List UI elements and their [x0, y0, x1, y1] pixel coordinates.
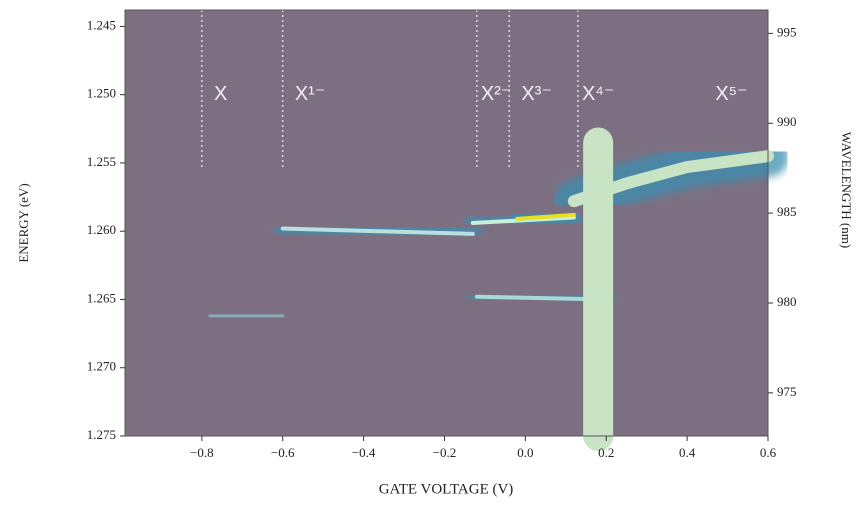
plot-background: [125, 10, 768, 436]
y2-axis-label: WAVELENGTH (nm): [839, 132, 854, 248]
y2-tick-label: 985: [777, 204, 797, 219]
x-tick-label: 0.4: [679, 445, 696, 460]
y2-tick-label: 990: [777, 114, 797, 129]
plot-frame: [124, 9, 769, 437]
x-tick-label: 0.2: [598, 445, 614, 460]
x-tick-label: −0.4: [352, 445, 376, 460]
y2-tick-label: 995: [777, 24, 797, 39]
y2-tick-label: 980: [777, 294, 797, 309]
trace: [280, 226, 475, 236]
x-tick-label: −0.6: [271, 445, 295, 460]
y-tick-label: 1.245: [87, 17, 116, 32]
trace: [515, 212, 576, 221]
x-tick-label: 0.0: [517, 445, 533, 460]
y-tick-label: 1.270: [87, 359, 116, 374]
y-tick-label: 1.255: [87, 154, 116, 169]
y-tick-label: 1.265: [87, 290, 116, 305]
y-axis-label: ENERGY (eV): [16, 183, 31, 262]
trace: [567, 150, 774, 208]
marker-label: X: [214, 83, 227, 105]
x-tick-label: −0.2: [433, 445, 457, 460]
y-tick-label: 1.275: [87, 427, 116, 442]
y-tick-label: 1.250: [87, 86, 116, 101]
y-tick-label: 1.260: [87, 222, 116, 237]
marker-label: X⁵⁻: [715, 83, 747, 105]
x-tick-label: −0.8: [190, 445, 214, 460]
x-tick-label: 0.6: [760, 445, 777, 460]
y2-tick-label: 975: [777, 384, 797, 399]
marker-label: X¹⁻: [295, 83, 326, 105]
marker-label: X³⁻: [521, 83, 552, 105]
marker-label: X⁴⁻: [582, 83, 615, 105]
x-axis-label: GATE VOLTAGE (V): [379, 481, 514, 497]
marker-label: X²⁻: [481, 83, 512, 105]
